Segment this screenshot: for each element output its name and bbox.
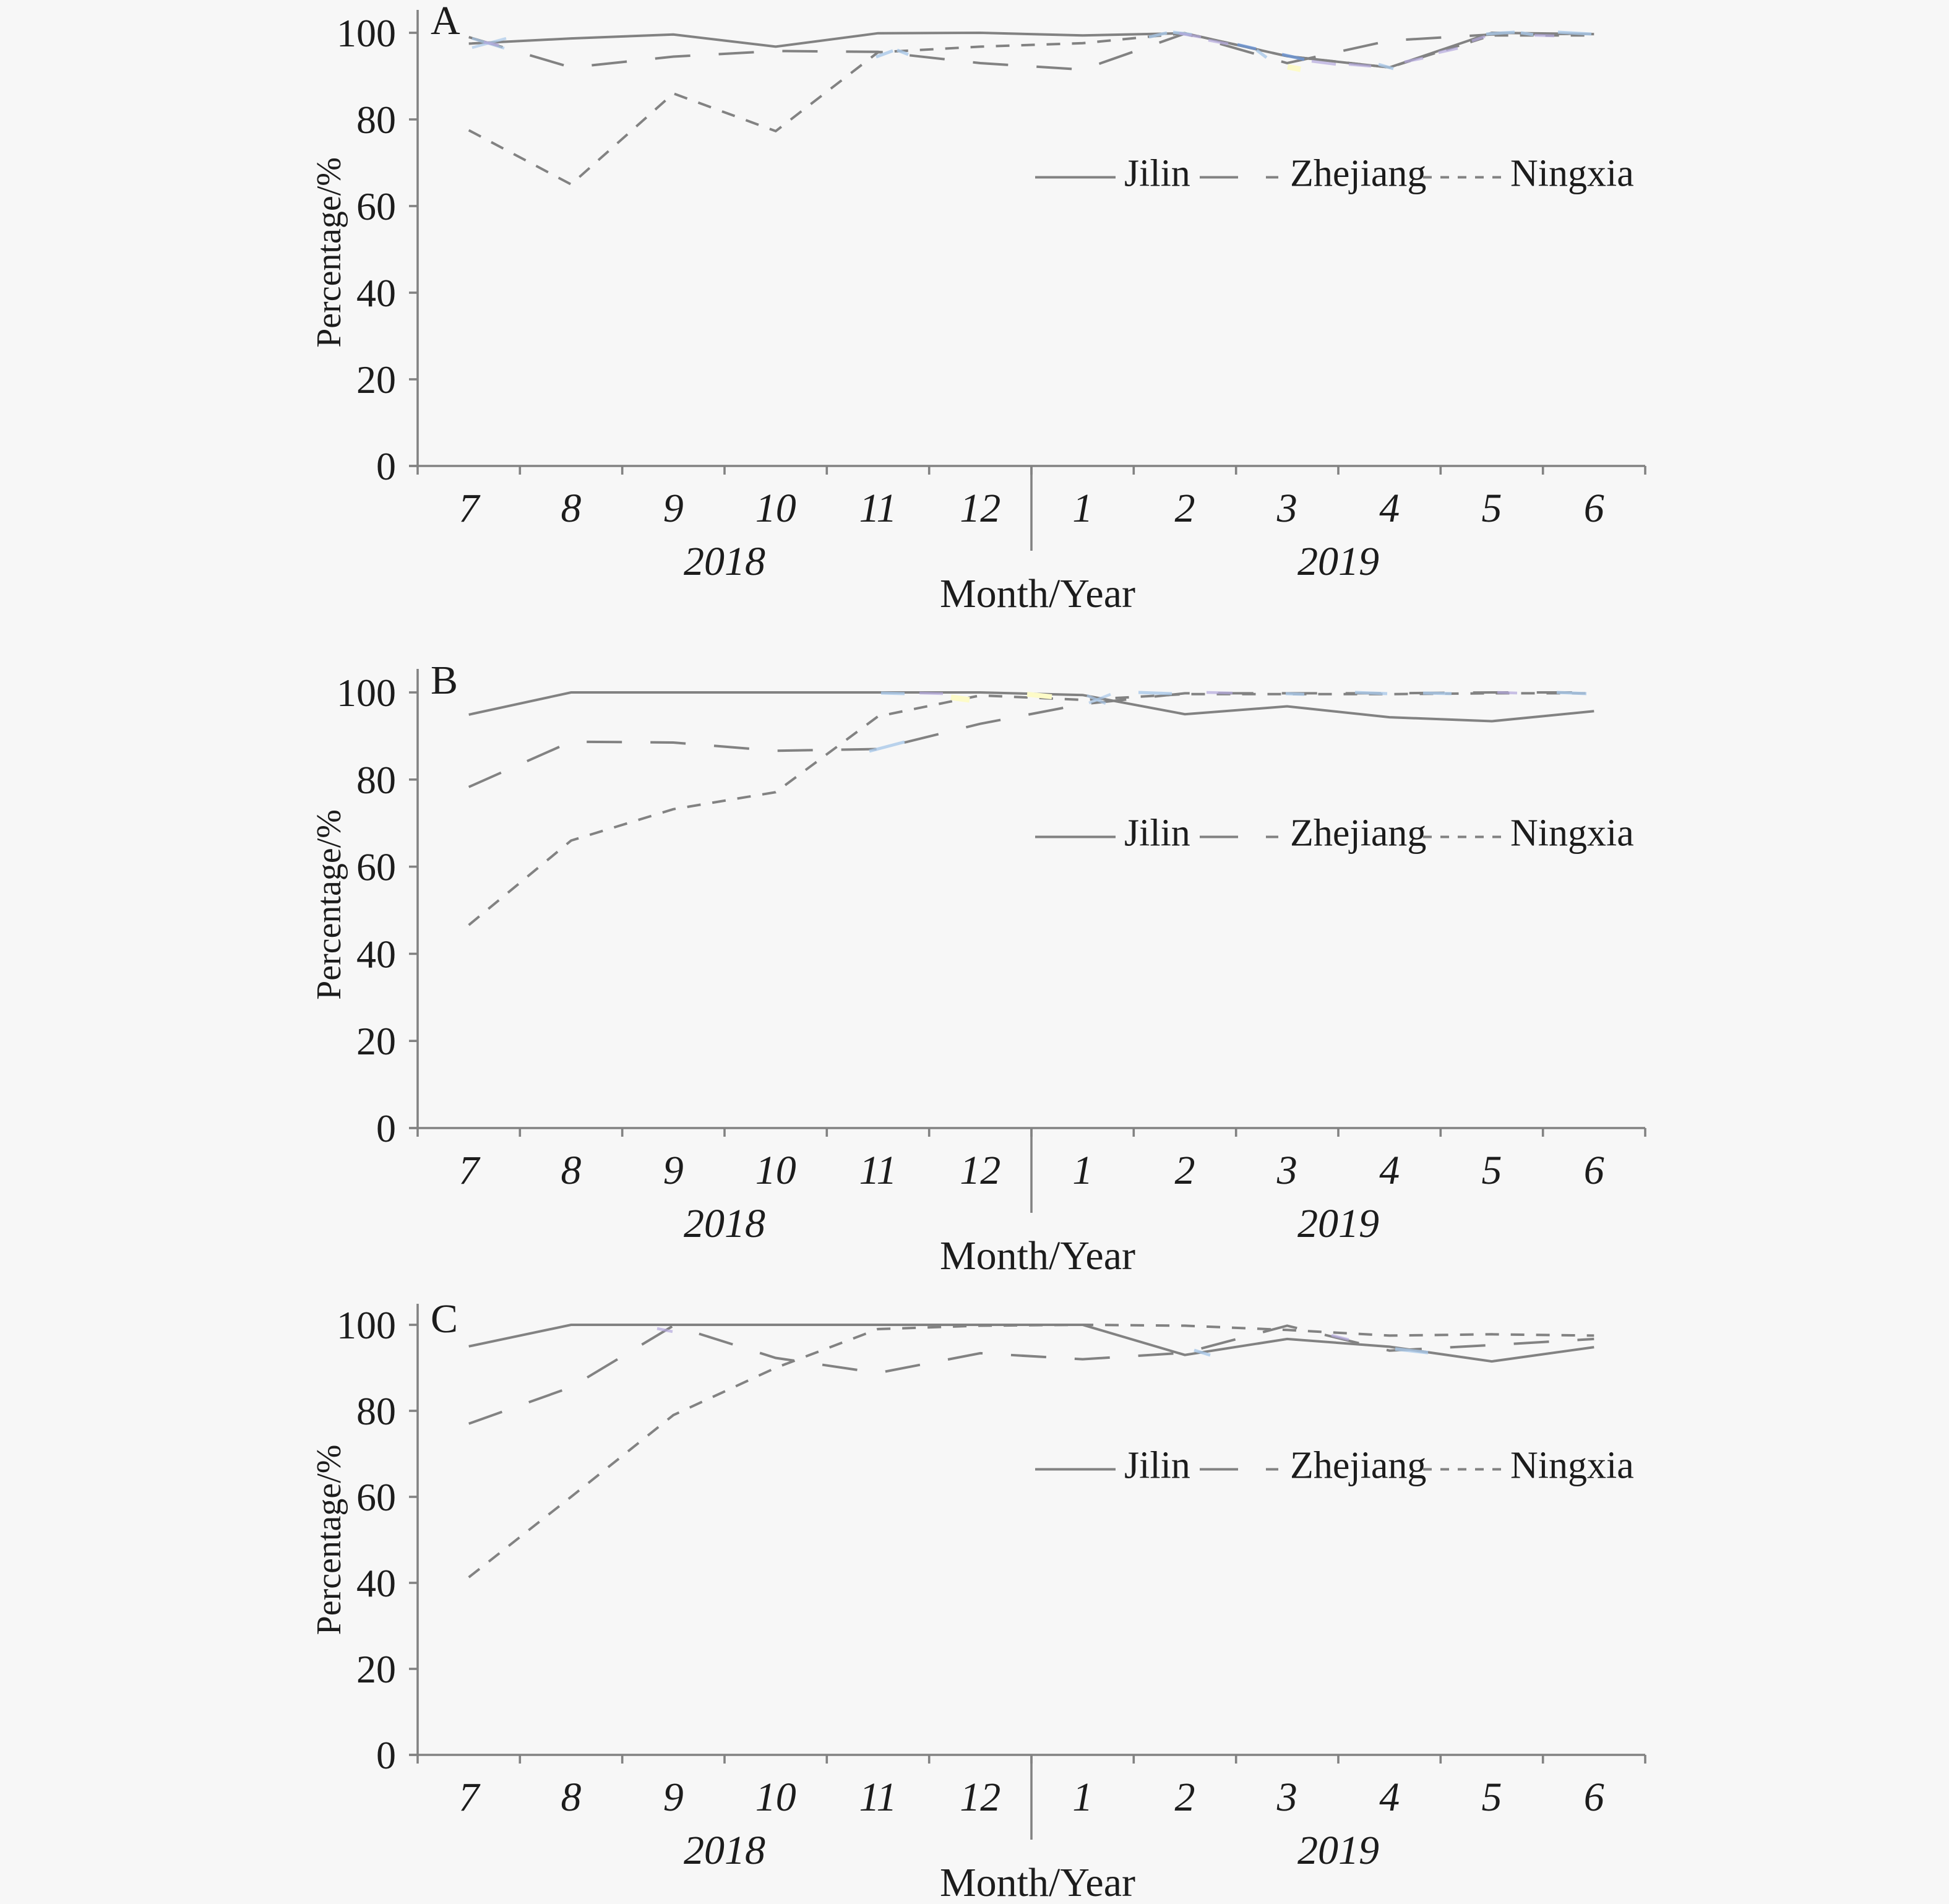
svg-text:A: A <box>431 0 460 43</box>
svg-text:1: 1 <box>1072 486 1093 531</box>
svg-text:Month/Year: Month/Year <box>940 571 1135 616</box>
svg-text:12: 12 <box>960 1148 1000 1193</box>
svg-text:5: 5 <box>1482 486 1502 531</box>
svg-text:8: 8 <box>561 486 582 531</box>
svg-text:Percentage/%: Percentage/% <box>310 157 348 348</box>
svg-text:Jilin: Jilin <box>1124 812 1190 855</box>
svg-text:2018: 2018 <box>684 1828 765 1873</box>
svg-text:80: 80 <box>356 98 396 142</box>
svg-text:4: 4 <box>1379 1148 1400 1193</box>
svg-text:100: 100 <box>337 671 396 715</box>
svg-text:7: 7 <box>458 486 481 531</box>
svg-text:2018: 2018 <box>684 539 765 584</box>
svg-text:40: 40 <box>356 932 396 976</box>
svg-text:Ningxia: Ningxia <box>1510 153 1634 195</box>
svg-text:2: 2 <box>1175 1148 1195 1193</box>
svg-text:Zhejiang: Zhejiang <box>1290 1445 1426 1487</box>
svg-text:5: 5 <box>1482 1148 1502 1193</box>
svg-text:3: 3 <box>1276 486 1297 531</box>
svg-text:40: 40 <box>356 271 396 315</box>
svg-text:Zhejiang: Zhejiang <box>1290 153 1426 195</box>
svg-text:12: 12 <box>960 486 1000 531</box>
svg-text:Ningxia: Ningxia <box>1510 1445 1634 1487</box>
svg-text:5: 5 <box>1482 1775 1502 1820</box>
svg-text:7: 7 <box>458 1775 481 1820</box>
svg-text:20: 20 <box>356 1019 396 1063</box>
svg-text:2019: 2019 <box>1297 539 1379 584</box>
svg-text:11: 11 <box>859 1775 897 1820</box>
svg-text:Month/Year: Month/Year <box>940 1233 1135 1278</box>
svg-text:3: 3 <box>1276 1148 1297 1193</box>
svg-text:Percentage/%: Percentage/% <box>310 1445 348 1635</box>
svg-text:60: 60 <box>356 184 396 228</box>
svg-text:60: 60 <box>356 845 396 889</box>
svg-text:Zhejiang: Zhejiang <box>1290 812 1426 855</box>
svg-text:3: 3 <box>1276 1775 1297 1820</box>
svg-text:8: 8 <box>561 1775 582 1820</box>
svg-text:Percentage/%: Percentage/% <box>310 809 348 1000</box>
svg-text:4: 4 <box>1379 1775 1400 1820</box>
svg-text:B: B <box>431 658 458 703</box>
svg-text:Jilin: Jilin <box>1124 1445 1190 1487</box>
svg-text:4: 4 <box>1379 486 1400 531</box>
svg-text:2019: 2019 <box>1297 1828 1379 1873</box>
svg-text:9: 9 <box>663 1148 684 1193</box>
svg-text:Ningxia: Ningxia <box>1510 812 1634 855</box>
svg-text:1: 1 <box>1072 1148 1093 1193</box>
svg-text:80: 80 <box>356 1389 396 1433</box>
svg-text:0: 0 <box>376 444 396 488</box>
svg-text:2019: 2019 <box>1297 1201 1379 1246</box>
svg-text:0: 0 <box>376 1106 396 1150</box>
svg-text:6: 6 <box>1584 1148 1604 1193</box>
svg-text:40: 40 <box>356 1561 396 1605</box>
svg-text:10: 10 <box>755 1148 796 1193</box>
svg-text:100: 100 <box>337 1303 396 1347</box>
svg-text:6: 6 <box>1584 486 1604 531</box>
svg-text:6: 6 <box>1584 1775 1604 1820</box>
svg-text:Month/Year: Month/Year <box>940 1860 1135 1904</box>
svg-text:Jilin: Jilin <box>1124 153 1190 195</box>
svg-text:2: 2 <box>1175 486 1195 531</box>
svg-text:12: 12 <box>960 1775 1000 1820</box>
svg-text:0: 0 <box>376 1733 396 1777</box>
svg-text:7: 7 <box>458 1148 481 1193</box>
svg-text:8: 8 <box>561 1148 582 1193</box>
svg-text:2: 2 <box>1175 1775 1195 1820</box>
svg-text:1: 1 <box>1072 1775 1093 1820</box>
svg-text:C: C <box>431 1296 458 1342</box>
svg-text:20: 20 <box>356 358 396 402</box>
svg-text:9: 9 <box>663 1775 684 1820</box>
svg-text:10: 10 <box>755 1775 796 1820</box>
svg-text:100: 100 <box>337 11 396 55</box>
svg-text:11: 11 <box>859 486 897 531</box>
svg-text:11: 11 <box>859 1148 897 1193</box>
svg-text:9: 9 <box>663 486 684 531</box>
svg-text:20: 20 <box>356 1647 396 1691</box>
svg-text:2018: 2018 <box>684 1201 765 1246</box>
svg-text:80: 80 <box>356 758 396 802</box>
svg-text:10: 10 <box>755 486 796 531</box>
svg-text:60: 60 <box>356 1475 396 1519</box>
